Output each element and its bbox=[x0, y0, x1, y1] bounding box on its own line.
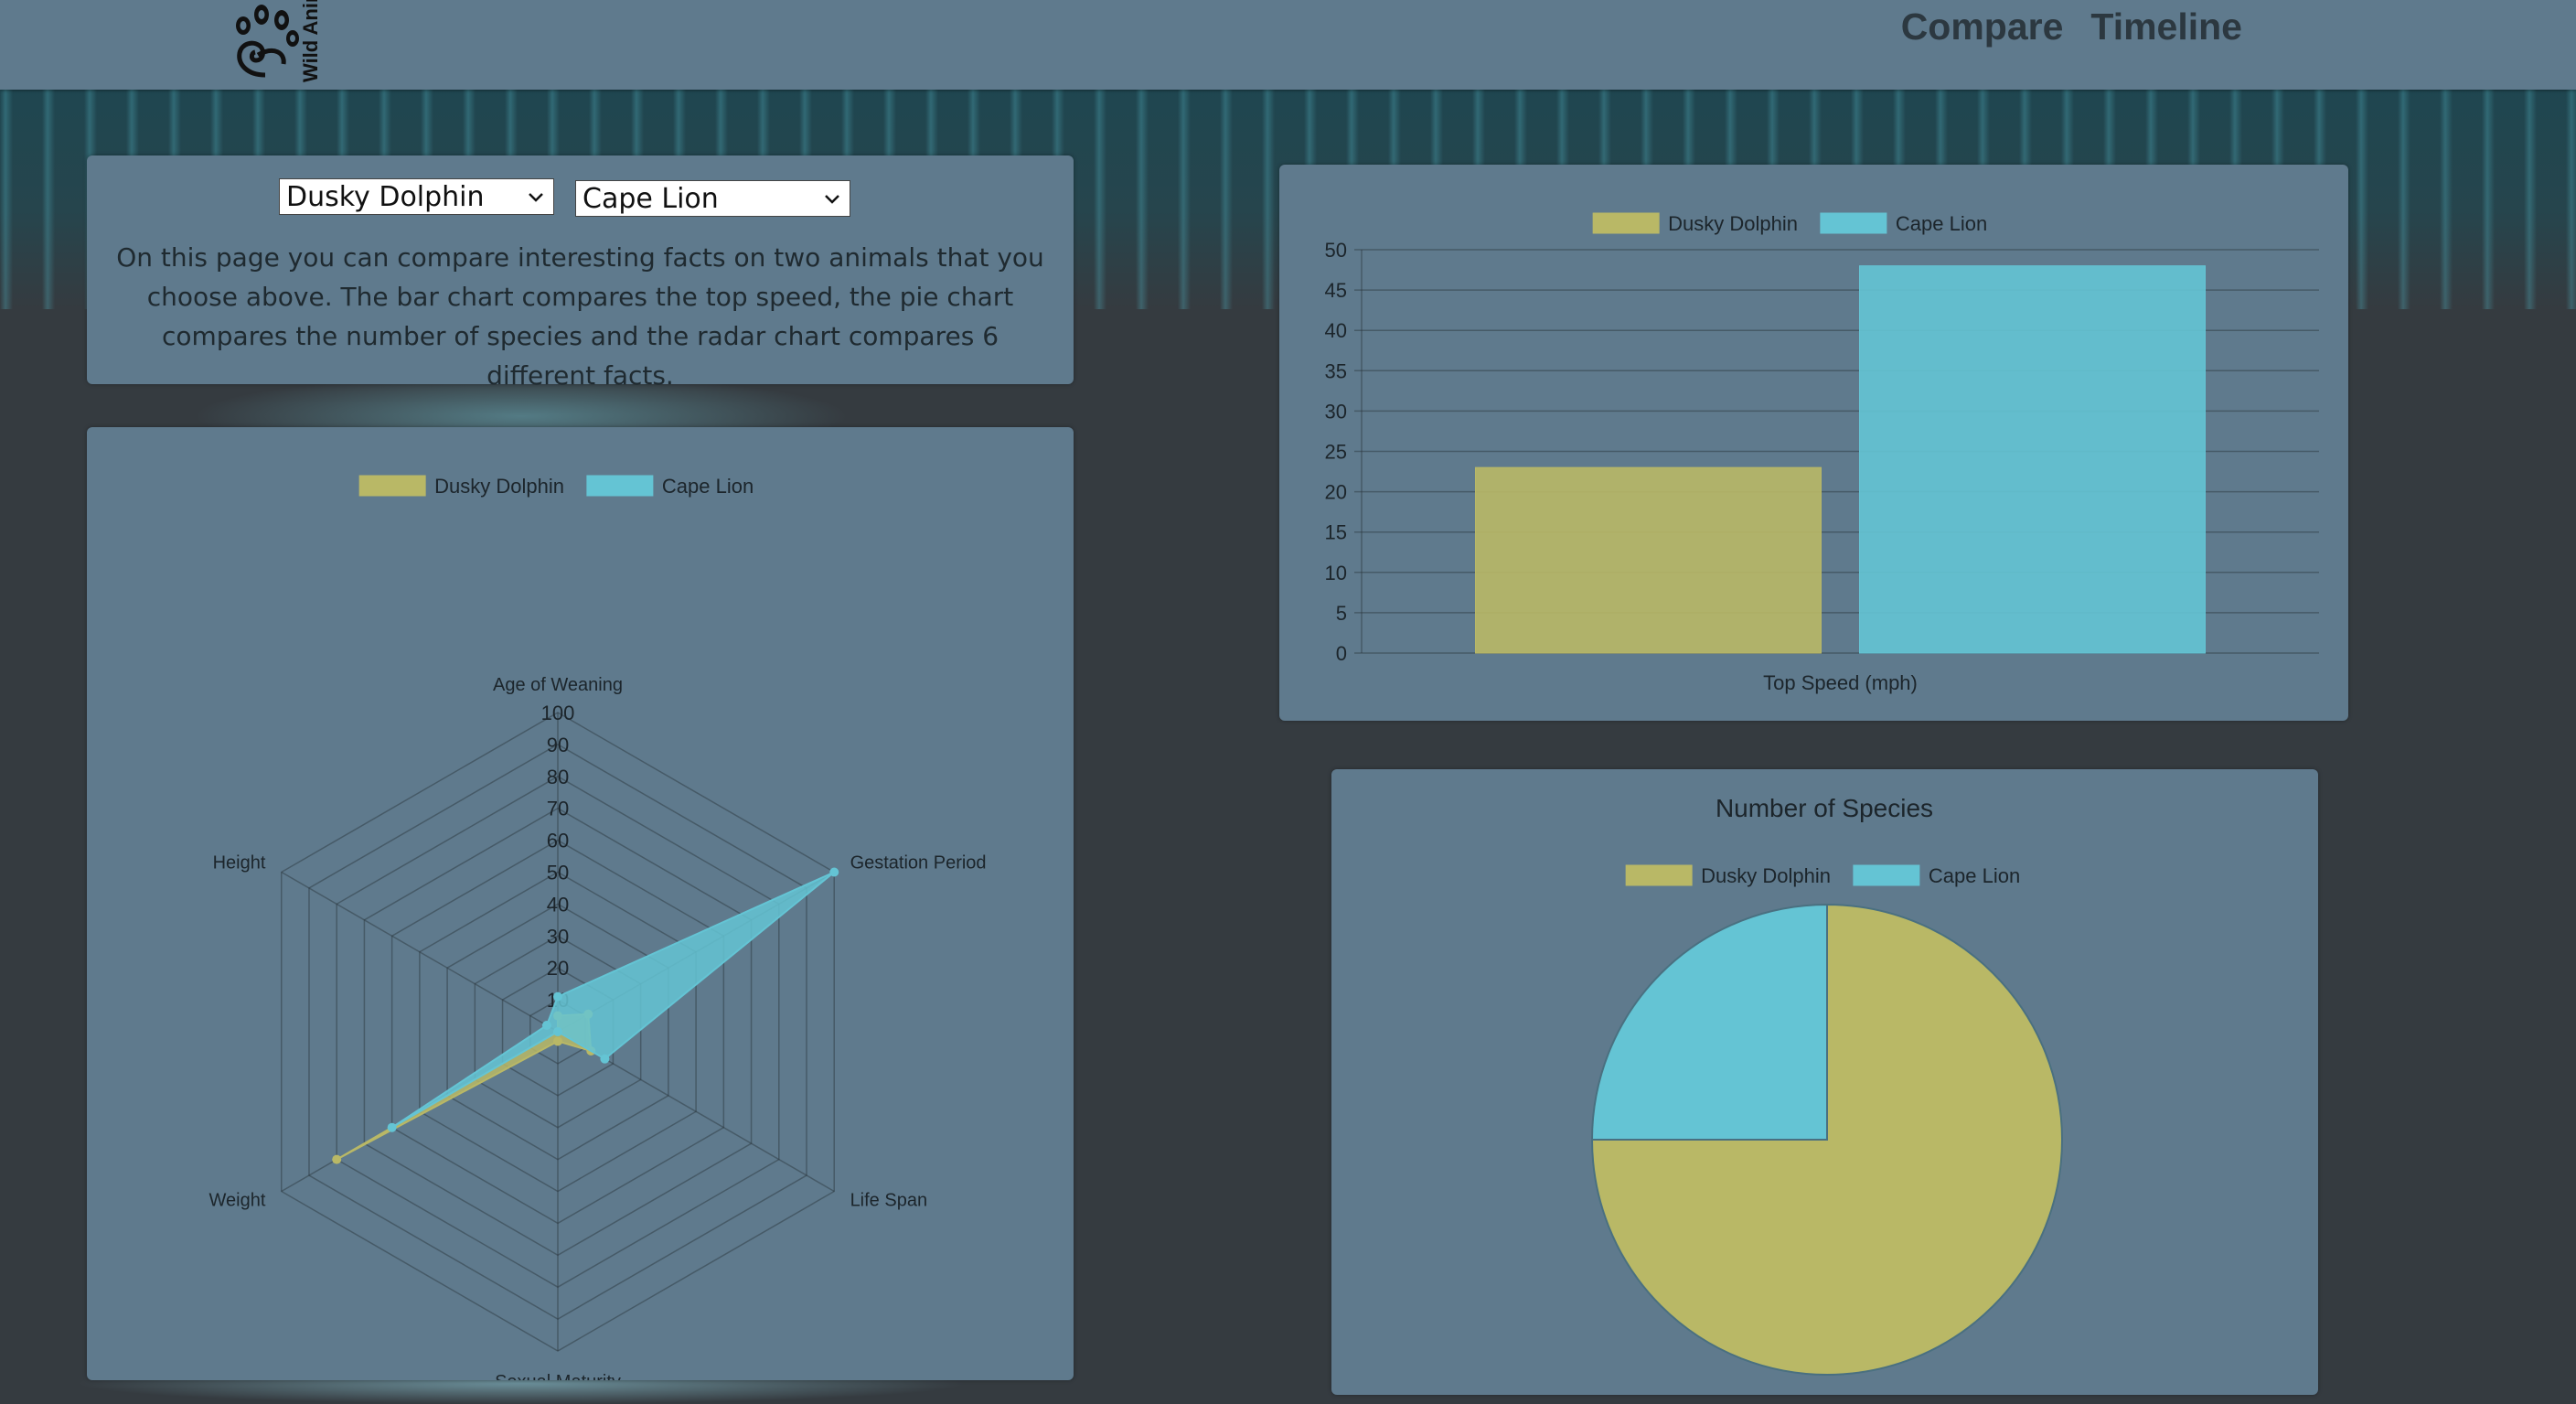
radar-tick-label: 50 bbox=[547, 862, 569, 884]
bar-y-tick-label: 35 bbox=[1325, 359, 1347, 382]
bar-y-tick-label: 20 bbox=[1325, 481, 1347, 504]
bar-x-label: Top Speed (mph) bbox=[1763, 671, 1918, 694]
radar-tick-label: 90 bbox=[547, 734, 569, 756]
bar-y-tick-label: 25 bbox=[1325, 441, 1347, 464]
radar-point bbox=[332, 1154, 342, 1164]
bar-y-tick-label: 10 bbox=[1325, 562, 1347, 584]
pie-chart: Number of Species Dusky Dolphin Cape Lion bbox=[1590, 794, 2063, 1376]
radar-axis-label: Gestation Period bbox=[850, 853, 987, 873]
main-nav: Compare Timeline bbox=[1901, 0, 2242, 53]
top-header: Wild Animals Compare Timeline bbox=[0, 0, 2576, 90]
controls-panel: Dusky Dolphin Cape Lion On this page you… bbox=[87, 155, 1074, 391]
bar-cape-lion bbox=[1859, 265, 2206, 654]
radar-point bbox=[553, 991, 562, 1002]
animal-a-select-value: Dusky Dolphin bbox=[286, 181, 485, 213]
radar-tick-label: 20 bbox=[547, 957, 569, 980]
animal-b-select[interactable]: Cape Lion bbox=[575, 180, 850, 217]
bar-y-tick-label: 45 bbox=[1325, 279, 1347, 302]
radar-point bbox=[541, 1021, 551, 1031]
legend-swatch bbox=[1820, 212, 1887, 234]
radar-axis-label: Height bbox=[213, 853, 266, 873]
pie-slice-cape-lion bbox=[1590, 903, 1828, 1141]
paw-logo-icon[interactable] bbox=[210, 0, 320, 82]
radar-point bbox=[387, 1122, 397, 1132]
radar-tick-label: 70 bbox=[547, 798, 569, 820]
radar-point bbox=[600, 1054, 610, 1064]
bar-y-tick-label: 5 bbox=[1336, 602, 1347, 625]
radar-point bbox=[829, 867, 839, 877]
bar-chart: Dusky Dolphin Cape Lion 0 5 10 15 20 25 30 35 40 45… bbox=[1325, 212, 2319, 694]
bar-y-tick-label: 40 bbox=[1325, 319, 1347, 342]
radar-tick-label: 60 bbox=[547, 830, 569, 852]
legend-swatch bbox=[586, 475, 654, 497]
legend-label: Dusky Dolphin bbox=[1668, 212, 1798, 235]
radar-series-area bbox=[391, 871, 835, 1129]
legend-swatch bbox=[1592, 212, 1660, 234]
pie-chart-panel: Number of Species Dusky Dolphin Cape Lion bbox=[1331, 769, 2318, 1395]
radar-tick-label: 40 bbox=[547, 893, 569, 916]
bar-dusky-dolphin bbox=[1475, 466, 1822, 654]
animal-b-select-value: Cape Lion bbox=[583, 183, 719, 215]
logo-text: Wild Animals bbox=[299, 0, 321, 82]
legend-swatch bbox=[1853, 864, 1920, 886]
radar-axis-label: Life Span bbox=[850, 1191, 928, 1211]
legend-label: Cape Lion bbox=[1896, 212, 1987, 235]
radar-point bbox=[553, 1036, 562, 1046]
chevron-down-icon bbox=[529, 193, 543, 202]
radar-axis-label: Age of Weaning bbox=[493, 675, 623, 695]
nav-compare-link[interactable]: Compare bbox=[1900, 5, 2064, 48]
legend-label: Dusky Dolphin bbox=[1701, 864, 1831, 887]
legend-label: Dusky Dolphin bbox=[434, 475, 564, 498]
animal-a-select[interactable]: Dusky Dolphin bbox=[279, 178, 554, 215]
radar-axis-label: Sexual Maturity bbox=[495, 1372, 621, 1380]
radar-tick-label: 100 bbox=[541, 702, 575, 724]
bar-y-tick-label: 0 bbox=[1336, 642, 1347, 665]
legend-label: Cape Lion bbox=[1929, 864, 2020, 887]
nav-timeline-link[interactable]: Timeline bbox=[2090, 5, 2242, 48]
legend-swatch bbox=[358, 475, 426, 497]
bar-y-tick-label: 15 bbox=[1325, 521, 1347, 544]
bar-y-tick-label: 50 bbox=[1325, 239, 1347, 262]
radar-tick-label: 30 bbox=[547, 925, 569, 948]
legend-label: Cape Lion bbox=[662, 475, 754, 498]
radar-axis-label: Weight bbox=[209, 1191, 266, 1211]
radar-axis-line bbox=[281, 871, 559, 1033]
pie-slice-dusky-dolphin bbox=[1590, 903, 2063, 1376]
legend-swatch bbox=[1625, 864, 1693, 886]
radar-point bbox=[553, 1027, 562, 1036]
radar-tick-label: 80 bbox=[547, 766, 569, 788]
pie-title: Number of Species bbox=[1716, 794, 1933, 822]
chevron-down-icon bbox=[825, 195, 839, 204]
bar-chart-panel: Dusky Dolphin Cape Lion 0 5 10 15 20 25 30 35 40 45… bbox=[1279, 165, 2348, 721]
bar-y-tick-label: 30 bbox=[1325, 400, 1347, 423]
page-description: On this page you can compare interesting… bbox=[116, 242, 1044, 391]
